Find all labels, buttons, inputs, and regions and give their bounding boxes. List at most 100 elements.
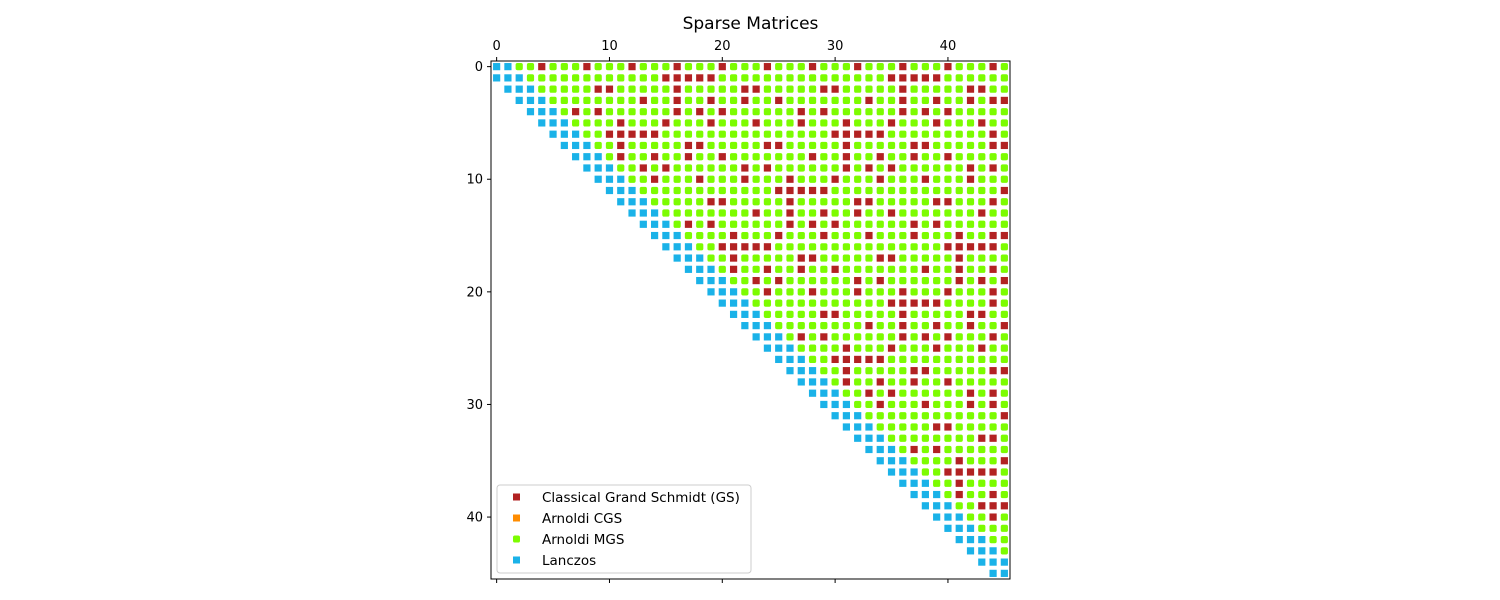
classical-gs-mark: [887, 299, 896, 307]
classical-gs-mark: [887, 209, 896, 217]
classical-gs-mark: [605, 85, 614, 93]
arnoldi-mgs-mark: [1000, 164, 1008, 172]
lanczos-mark: [887, 468, 896, 476]
arnoldi-mgs-mark: [933, 63, 941, 71]
lanczos-mark: [854, 434, 862, 442]
classical-gs-mark: [933, 220, 941, 228]
lanczos-mark: [831, 400, 839, 409]
arnoldi-mgs-mark: [797, 243, 805, 251]
arnoldi-mgs-mark: [978, 198, 986, 206]
arnoldi-mgs-mark: [989, 423, 997, 431]
lanczos-mark: [876, 457, 884, 465]
arnoldi-mgs-mark: [921, 220, 929, 228]
arnoldi-mgs-mark: [955, 186, 963, 195]
arnoldi-mgs-mark: [921, 378, 929, 386]
arnoldi-mgs-mark: [741, 198, 749, 206]
arnoldi-mgs-mark: [797, 288, 805, 296]
lanczos-mark: [955, 535, 963, 544]
classical-gs-mark: [989, 231, 997, 240]
arnoldi-mgs-mark: [707, 254, 715, 262]
classical-gs-mark: [820, 186, 828, 195]
arnoldi-mgs-mark: [763, 119, 772, 127]
arnoldi-mgs-mark: [684, 130, 693, 138]
arnoldi-mgs-mark: [718, 209, 726, 217]
classical-gs-mark: [786, 209, 794, 217]
arnoldi-mgs-mark: [808, 108, 817, 116]
classical-gs-mark: [989, 502, 997, 510]
classical-gs-mark: [989, 288, 997, 296]
arnoldi-mgs-mark: [966, 186, 975, 195]
arnoldi-mgs-mark: [989, 412, 997, 420]
classical-gs-mark: [854, 130, 862, 138]
arnoldi-mgs-mark: [966, 434, 975, 442]
arnoldi-mgs-mark: [831, 164, 839, 172]
classical-gs-mark: [673, 108, 681, 116]
arnoldi-mgs-mark: [763, 130, 772, 138]
classical-gs-mark: [673, 85, 681, 93]
lanczos-mark: [560, 119, 568, 127]
classical-gs-mark: [718, 243, 726, 251]
arnoldi-mgs-mark: [797, 231, 805, 240]
arnoldi-mgs-mark: [808, 74, 817, 82]
arnoldi-mgs-mark: [921, 119, 929, 127]
arnoldi-mgs-mark: [989, 355, 997, 364]
arnoldi-mgs-mark: [887, 412, 896, 420]
classical-gs-mark: [842, 344, 850, 352]
classical-gs-mark: [763, 243, 772, 251]
arnoldi-mgs-mark: [1000, 74, 1008, 82]
lanczos-mark: [639, 220, 647, 228]
arnoldi-mgs-mark: [876, 198, 884, 206]
arnoldi-mgs-mark: [741, 130, 749, 138]
classical-gs-mark: [955, 276, 963, 285]
classical-gs-mark: [933, 322, 941, 330]
lanczos-mark: [921, 479, 929, 487]
arnoldi-mgs-mark: [707, 141, 715, 150]
arnoldi-mgs-mark: [899, 243, 907, 251]
lanczos-mark: [989, 569, 997, 577]
arnoldi-mgs-mark: [763, 310, 772, 318]
classical-gs-mark: [786, 220, 794, 228]
arnoldi-mgs-mark: [910, 344, 918, 352]
arnoldi-mgs-mark: [854, 310, 862, 318]
arnoldi-mgs-mark: [899, 367, 907, 375]
arnoldi-mgs-mark: [910, 96, 918, 105]
arnoldi-mgs-mark: [808, 96, 817, 105]
arnoldi-mgs-mark: [707, 85, 715, 93]
arnoldi-mgs-mark: [944, 119, 952, 127]
arnoldi-mgs-mark: [887, 355, 896, 364]
arnoldi-mgs-mark: [944, 367, 952, 375]
arnoldi-mgs-mark: [854, 85, 862, 93]
arnoldi-mgs-mark: [854, 220, 862, 228]
classical-gs-mark: [989, 243, 997, 251]
lanczos-mark: [763, 344, 772, 352]
arnoldi-mgs-mark: [978, 355, 986, 364]
arnoldi-mgs-mark: [899, 209, 907, 217]
arnoldi-mgs-mark: [729, 74, 738, 82]
arnoldi-mgs-mark: [921, 186, 929, 195]
arnoldi-mgs-mark: [865, 85, 873, 93]
arnoldi-mgs-mark: [854, 74, 862, 82]
lanczos-mark: [684, 243, 693, 251]
arnoldi-mgs-mark: [1000, 63, 1008, 71]
arnoldi-mgs-mark: [910, 434, 918, 442]
arnoldi-mgs-mark: [899, 400, 907, 409]
arnoldi-mgs-mark: [955, 344, 963, 352]
arnoldi-mgs-mark: [786, 265, 794, 273]
y-tick-label: 20: [466, 285, 483, 300]
classical-gs-mark: [808, 220, 817, 228]
arnoldi-mgs-mark: [752, 130, 760, 138]
arnoldi-mgs-mark: [786, 164, 794, 172]
lanczos-mark: [854, 412, 862, 420]
lanczos-mark: [549, 108, 557, 116]
classical-gs-mark: [865, 96, 873, 105]
arnoldi-mgs-mark: [617, 85, 625, 93]
classical-gs-mark: [617, 141, 625, 150]
arnoldi-mgs-mark: [707, 130, 715, 138]
chart-title: Sparse Matrices: [683, 14, 819, 34]
arnoldi-mgs-mark: [966, 130, 975, 138]
arnoldi-mgs-mark: [887, 175, 896, 183]
arnoldi-mgs-mark: [684, 209, 693, 217]
arnoldi-mgs-mark: [955, 333, 963, 341]
classical-gs-mark: [831, 355, 839, 364]
classical-gs-mark: [865, 355, 873, 364]
